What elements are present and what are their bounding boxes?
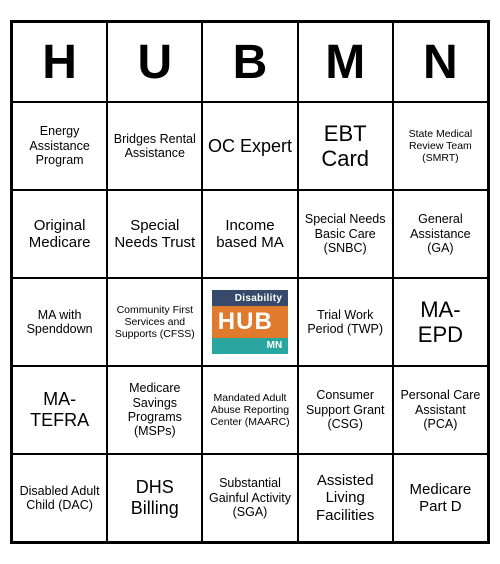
logo-bot-band: MN <box>212 338 288 355</box>
bingo-cell[interactable]: Energy Assistance Program <box>12 102 107 190</box>
bingo-cell[interactable]: Medicare Savings Programs (MSPs) <box>107 366 202 454</box>
bingo-cell[interactable]: Medicare Part D <box>393 454 488 542</box>
logo-top-band: Disability <box>212 290 288 307</box>
bingo-cell[interactable]: Consumer Support Grant (CSG) <box>298 366 393 454</box>
header-cell-n: N <box>393 22 488 102</box>
bingo-cell[interactable]: Substantial Gainful Activity (SGA) <box>202 454 297 542</box>
bingo-cell[interactable]: MA-TEFRA <box>12 366 107 454</box>
header-cell-m: M <box>298 22 393 102</box>
bingo-cell[interactable]: Community First Services and Supports (C… <box>107 278 202 366</box>
header-cell-u: U <box>107 22 202 102</box>
header-cell-h: H <box>12 22 107 102</box>
bingo-cell[interactable]: Disabled Adult Child (DAC) <box>12 454 107 542</box>
bingo-card: H U B M N Energy Assistance Program Brid… <box>10 20 490 544</box>
bingo-cell[interactable]: MA with Spenddown <box>12 278 107 366</box>
bingo-cell[interactable]: Assisted Living Facilities <box>298 454 393 542</box>
hub-logo: Disability HUB MN <box>212 290 288 355</box>
bingo-cell[interactable]: Special Needs Trust <box>107 190 202 278</box>
bingo-cell[interactable]: Original Medicare <box>12 190 107 278</box>
bingo-cell[interactable]: Income based MA <box>202 190 297 278</box>
bingo-free-space[interactable]: Disability HUB MN <box>202 278 297 366</box>
bingo-cell[interactable]: EBT Card <box>298 102 393 190</box>
bingo-cell[interactable]: OC Expert <box>202 102 297 190</box>
bingo-cell[interactable]: Bridges Rental Assistance <box>107 102 202 190</box>
logo-mid-band: HUB <box>212 306 288 338</box>
bingo-cell[interactable]: Personal Care Assistant (PCA) <box>393 366 488 454</box>
bingo-cell[interactable]: Mandated Adult Abuse Reporting Center (M… <box>202 366 297 454</box>
bingo-cell[interactable]: Trial Work Period (TWP) <box>298 278 393 366</box>
bingo-cell[interactable]: DHS Billing <box>107 454 202 542</box>
header-cell-b: B <box>202 22 297 102</box>
bingo-cell[interactable]: MA-EPD <box>393 278 488 366</box>
bingo-cell[interactable]: State Medical Review Team (SMRT) <box>393 102 488 190</box>
bingo-cell[interactable]: Special Needs Basic Care (SNBC) <box>298 190 393 278</box>
bingo-cell[interactable]: General Assistance (GA) <box>393 190 488 278</box>
